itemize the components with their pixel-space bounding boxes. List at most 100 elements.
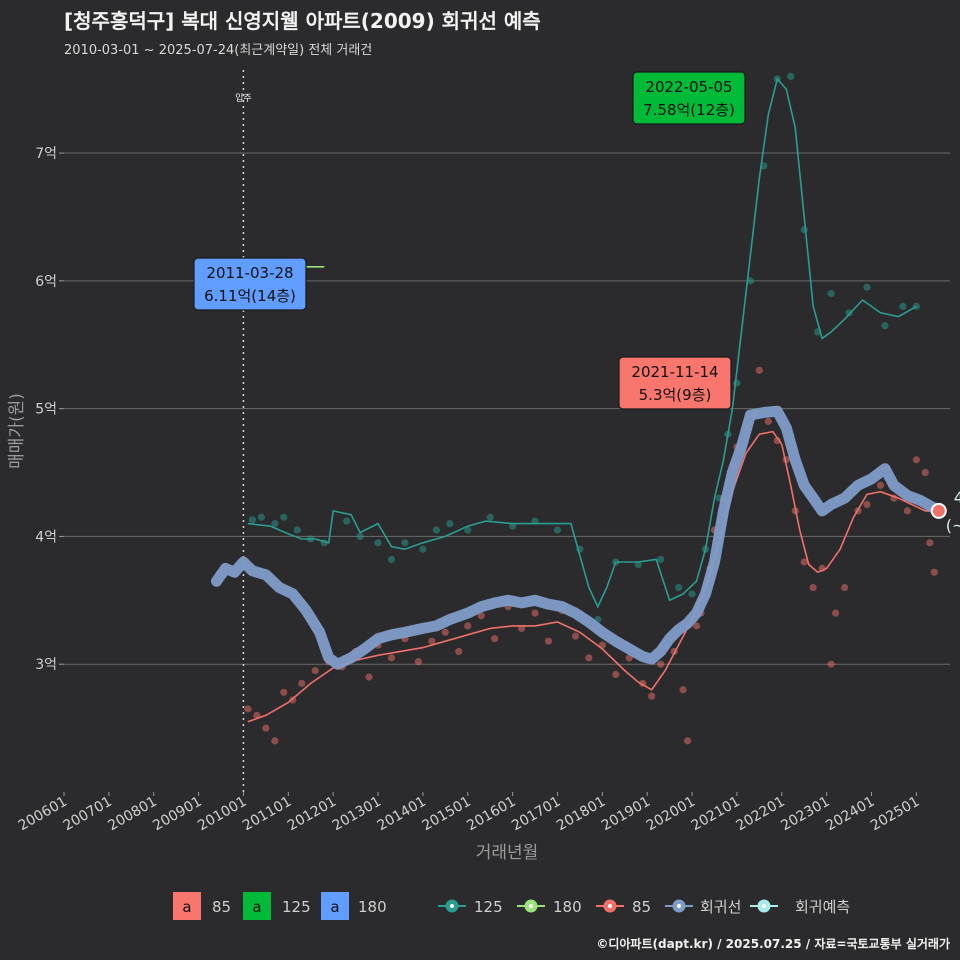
- point-85: [876, 481, 885, 489]
- plot-area: 3억 4억 5억 6억 7억 200601200701200801200901201001…: [7, 70, 960, 920]
- callout-box: [632, 71, 746, 125]
- x-tick-label: 201801: [554, 794, 608, 835]
- legend-line-label: 85: [632, 898, 651, 916]
- y-tick-label: 7억: [35, 146, 57, 162]
- line-125: [247, 77, 917, 609]
- legend-swatch-85: [173, 892, 201, 920]
- point-125: [688, 590, 696, 598]
- point-85: [585, 654, 593, 662]
- point-85: [755, 366, 763, 374]
- callout-price: 5.3억(9층): [639, 386, 712, 404]
- point-125: [432, 526, 440, 534]
- footer-credit: ©디아파트(dapt.kr) / 2025.07.25 / 자료=국토교통부 실…: [596, 936, 950, 951]
- movein-label: 입주: [235, 92, 252, 104]
- legend-swatch-glyph: a: [252, 898, 261, 916]
- legend-swatch-glyph: a: [182, 898, 191, 916]
- y-tick-label: 3억: [35, 657, 57, 673]
- point-85: [612, 670, 620, 679]
- legend-swatch-180: [321, 892, 349, 920]
- point-125: [374, 539, 382, 547]
- point-125: [800, 226, 808, 234]
- x-tick-label: 200601: [16, 794, 70, 835]
- x-tick-label: 200901: [150, 794, 204, 835]
- chart-subtitle: 2010-03-01 ~ 2025-07-24(최근계약일) 전체 거래건: [64, 43, 372, 58]
- point-85: [298, 679, 306, 687]
- legend-point-dot: [529, 904, 533, 908]
- callout-price: 7.58억(12층): [643, 101, 735, 119]
- point-125: [248, 516, 257, 524]
- point-85: [414, 658, 422, 666]
- point-85: [912, 456, 920, 464]
- legend-swatch-125: [243, 892, 271, 920]
- point-85: [244, 705, 252, 713]
- point-85: [262, 724, 270, 732]
- legend-label-180: 180: [358, 898, 387, 916]
- point-85: [289, 696, 297, 704]
- x-tick-label: 202501: [868, 794, 922, 835]
- x-tick-label: 201201: [285, 794, 339, 835]
- point-85: [773, 436, 781, 445]
- legend-line-label: 180: [553, 898, 582, 916]
- point-125: [419, 545, 427, 553]
- legend-swatch-glyph: a: [330, 898, 339, 916]
- point-125: [674, 583, 683, 592]
- callout-price: 6.11억(14층): [204, 287, 296, 305]
- point-125: [787, 72, 795, 80]
- legend-point-dot: [762, 904, 766, 908]
- point-85: [903, 507, 911, 515]
- point-125: [827, 290, 835, 298]
- x-tick-label: 200801: [105, 794, 159, 835]
- callout-date: 2011-03-28: [206, 264, 293, 282]
- callout-box: [193, 257, 307, 311]
- end-label-area: (~85㎡): [946, 516, 960, 535]
- point-85: [544, 637, 553, 645]
- point-85: [809, 583, 817, 592]
- callout-date: 2022-05-05: [645, 78, 732, 96]
- point-85: [930, 568, 938, 576]
- callout-box: [618, 356, 732, 410]
- point-85: [477, 612, 485, 620]
- point-125: [356, 532, 364, 541]
- point-85: [683, 737, 692, 745]
- legend-label-85: 85: [212, 898, 231, 916]
- point-85: [271, 737, 279, 745]
- point-85: [531, 609, 539, 617]
- point-125: [553, 526, 562, 534]
- point-85: [387, 654, 396, 662]
- point-125: [446, 520, 454, 528]
- point-85: [800, 558, 808, 566]
- y-tick-label: 6억: [35, 274, 57, 290]
- point-85: [428, 637, 436, 645]
- point-125: [464, 526, 472, 534]
- x-axis-title: 거래년월: [476, 843, 539, 863]
- x-tick-label: 202301: [778, 794, 832, 835]
- x-tick-label: 201001: [195, 794, 249, 835]
- point-125: [257, 513, 265, 521]
- x-tick-label: 201901: [599, 794, 653, 835]
- point-125: [343, 517, 351, 525]
- point-125: [657, 555, 665, 564]
- point-125: [387, 555, 396, 564]
- x-tick-label: 202201: [733, 794, 787, 835]
- y-axis-title: 매매가(원): [7, 393, 27, 469]
- point-125: [881, 321, 889, 330]
- end-label-value: 41,995: [954, 488, 960, 507]
- x-tick-label: 201701: [509, 794, 563, 835]
- point-85: [827, 660, 835, 668]
- point-125: [293, 526, 301, 534]
- point-85: [648, 692, 656, 700]
- x-tick-label: 202101: [689, 794, 743, 835]
- legend-line-label: 125: [474, 898, 503, 916]
- x-tick-label: 201501: [419, 794, 473, 835]
- point-125: [509, 522, 517, 530]
- x-tick-label: 200701: [61, 794, 115, 835]
- y-tick-label: 5억: [35, 402, 57, 418]
- regression-line: [211, 405, 940, 670]
- legend-point-dot: [608, 904, 612, 908]
- point-85: [464, 622, 472, 630]
- point-125: [401, 539, 409, 547]
- x-tick-label: 201401: [375, 794, 429, 835]
- x-tick-label: 202001: [644, 794, 698, 835]
- forecast-point: [930, 502, 947, 519]
